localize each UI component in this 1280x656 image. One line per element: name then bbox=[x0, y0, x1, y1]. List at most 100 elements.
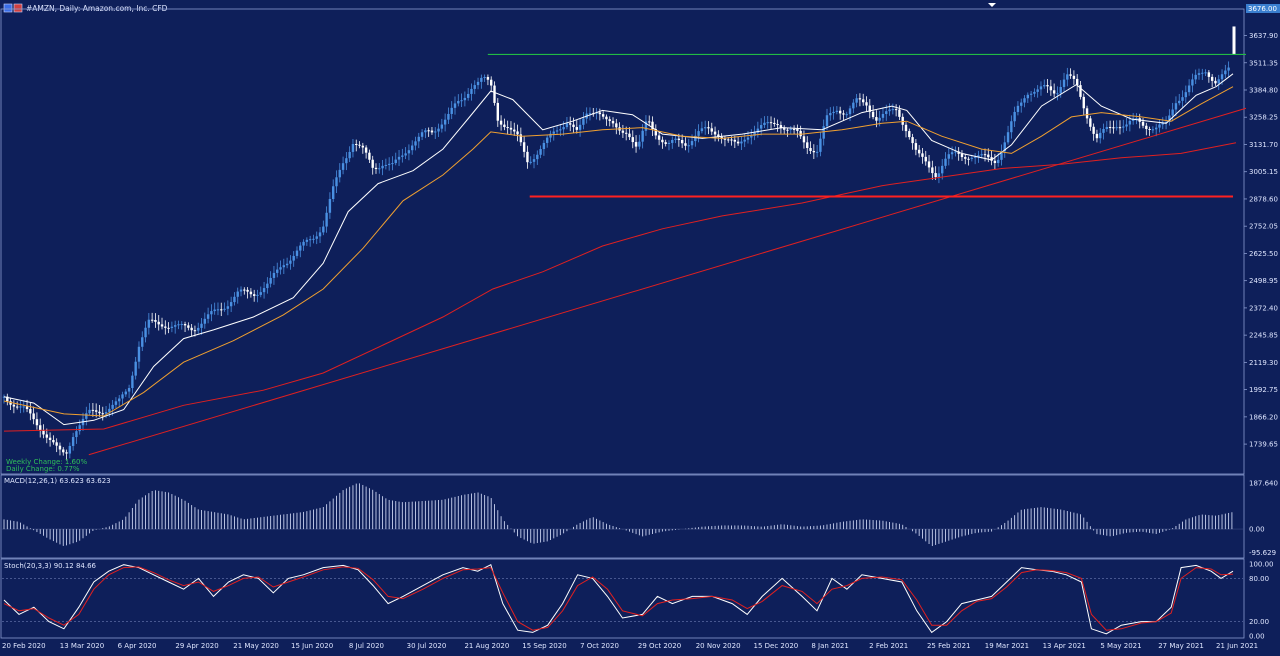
candle bbox=[855, 98, 858, 103]
date-tick-label: 5 May 2021 bbox=[1100, 642, 1141, 650]
candle bbox=[1075, 78, 1079, 86]
candle bbox=[269, 277, 272, 284]
candle bbox=[569, 123, 572, 125]
chart-shift-marker-icon[interactable] bbox=[988, 3, 996, 7]
candle bbox=[1052, 90, 1056, 94]
candle bbox=[101, 413, 104, 415]
candle bbox=[815, 151, 819, 153]
candle bbox=[848, 108, 852, 115]
candle bbox=[1079, 85, 1082, 97]
candle bbox=[559, 129, 562, 131]
candle bbox=[256, 294, 259, 296]
candle bbox=[1197, 73, 1201, 75]
candle bbox=[901, 116, 904, 125]
candle bbox=[1141, 121, 1145, 126]
date-tick-label: 15 Dec 2020 bbox=[754, 642, 799, 650]
candle bbox=[789, 128, 792, 130]
candle bbox=[364, 147, 368, 153]
candle bbox=[983, 154, 987, 156]
candle bbox=[1148, 128, 1151, 130]
candle bbox=[937, 173, 941, 178]
candle bbox=[499, 120, 503, 125]
candle bbox=[414, 141, 417, 146]
candle bbox=[931, 167, 934, 174]
candle bbox=[1108, 127, 1112, 129]
date-tick-label: 21 Aug 2020 bbox=[464, 642, 509, 650]
candle bbox=[1105, 127, 1109, 130]
candle bbox=[697, 131, 700, 136]
candle bbox=[1095, 133, 1099, 139]
candle bbox=[1220, 74, 1224, 80]
price-pane bbox=[0, 8, 1245, 475]
candle bbox=[173, 325, 177, 327]
date-tick-label: 8 Jul 2020 bbox=[349, 642, 384, 650]
candle bbox=[137, 346, 141, 362]
candle bbox=[111, 404, 114, 409]
candle bbox=[104, 412, 108, 414]
candle bbox=[1043, 85, 1046, 87]
candle bbox=[628, 133, 631, 138]
date-tick-label: 15 Jun 2020 bbox=[291, 642, 333, 650]
date-tick-label: 21 May 2020 bbox=[233, 642, 279, 650]
candle bbox=[266, 283, 269, 289]
candle bbox=[65, 452, 68, 454]
candle bbox=[572, 124, 575, 128]
candle bbox=[809, 147, 812, 151]
price-tick-label: 1739.65 bbox=[1249, 441, 1278, 449]
candle bbox=[924, 156, 927, 162]
candle bbox=[308, 239, 312, 241]
stoch-d-line bbox=[3, 566, 1234, 631]
candle bbox=[141, 337, 144, 347]
candle bbox=[1016, 105, 1020, 112]
candle bbox=[750, 135, 753, 138]
candle bbox=[197, 327, 200, 331]
candle bbox=[335, 177, 338, 187]
candle bbox=[506, 127, 509, 129]
candle bbox=[552, 131, 555, 134]
candle bbox=[733, 139, 737, 142]
ascending-trendline[interactable] bbox=[88, 107, 1247, 456]
last-candle bbox=[1232, 26, 1236, 55]
price-tick-label: 3131.70 bbox=[1249, 141, 1278, 149]
candle bbox=[871, 111, 875, 118]
candle bbox=[779, 125, 783, 129]
candle bbox=[1029, 93, 1033, 95]
window-icon[interactable] bbox=[3, 3, 13, 13]
candle bbox=[272, 272, 276, 278]
candle bbox=[378, 168, 381, 170]
ma-fast-line bbox=[3, 73, 1234, 426]
macd-pane bbox=[0, 474, 1245, 559]
candle bbox=[914, 143, 918, 150]
date-tick-label: 29 Apr 2020 bbox=[175, 642, 218, 650]
candle bbox=[1171, 109, 1174, 116]
candle bbox=[463, 97, 467, 101]
candle bbox=[545, 137, 549, 143]
candle bbox=[437, 128, 440, 132]
candle bbox=[522, 142, 526, 152]
candle bbox=[55, 442, 58, 446]
date-tick-label: 30 Jul 2020 bbox=[407, 642, 447, 650]
candle bbox=[1072, 75, 1076, 79]
date-tick-label: 25 Feb 2021 bbox=[927, 642, 971, 650]
candle bbox=[1000, 151, 1003, 160]
candle bbox=[160, 324, 164, 327]
candle bbox=[328, 198, 332, 213]
candle bbox=[1010, 121, 1013, 133]
header: #AMZN, Daily: Amazon.com, Inc. CFD bbox=[3, 3, 996, 13]
candle bbox=[52, 440, 55, 443]
candle bbox=[391, 163, 394, 165]
window-title: #AMZN, Daily: Amazon.com, Inc. CFD bbox=[26, 4, 168, 13]
candle bbox=[374, 167, 378, 170]
candle bbox=[417, 136, 420, 142]
candle bbox=[75, 431, 78, 438]
candle bbox=[1118, 127, 1122, 129]
candle bbox=[39, 425, 42, 431]
candle bbox=[934, 173, 937, 178]
price-tick-label: 3637.90 bbox=[1249, 32, 1278, 40]
candle bbox=[147, 319, 151, 328]
candle bbox=[720, 136, 723, 139]
candle bbox=[348, 151, 351, 159]
candle bbox=[440, 124, 444, 129]
